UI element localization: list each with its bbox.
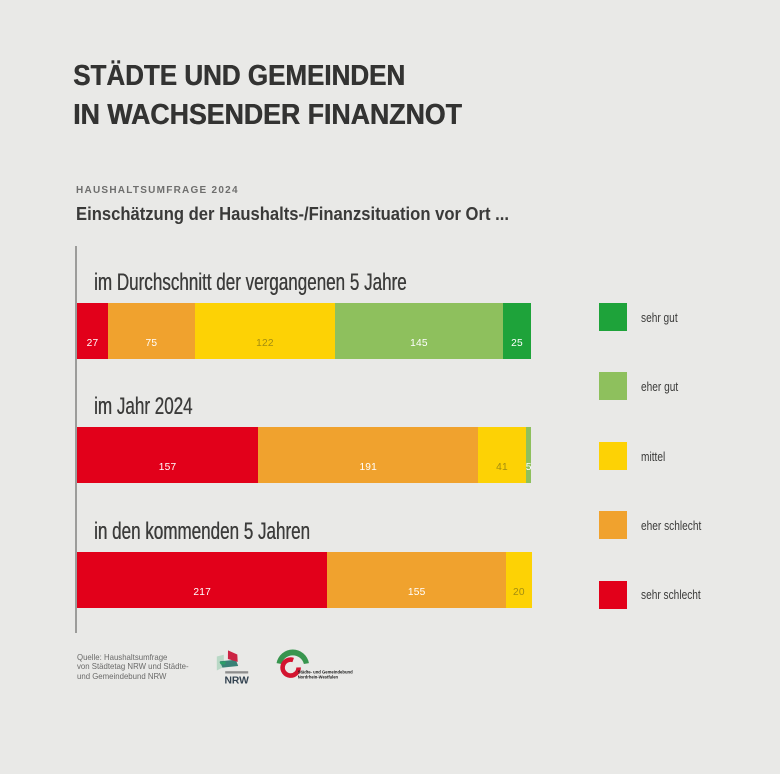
svg-text:Städte- und Gemeindebund: Städte- und Gemeindebund	[298, 670, 353, 675]
svg-text:NRW: NRW	[225, 675, 250, 686]
svg-text:Nordrhein-Westfalen: Nordrhein-Westfalen	[298, 674, 338, 679]
